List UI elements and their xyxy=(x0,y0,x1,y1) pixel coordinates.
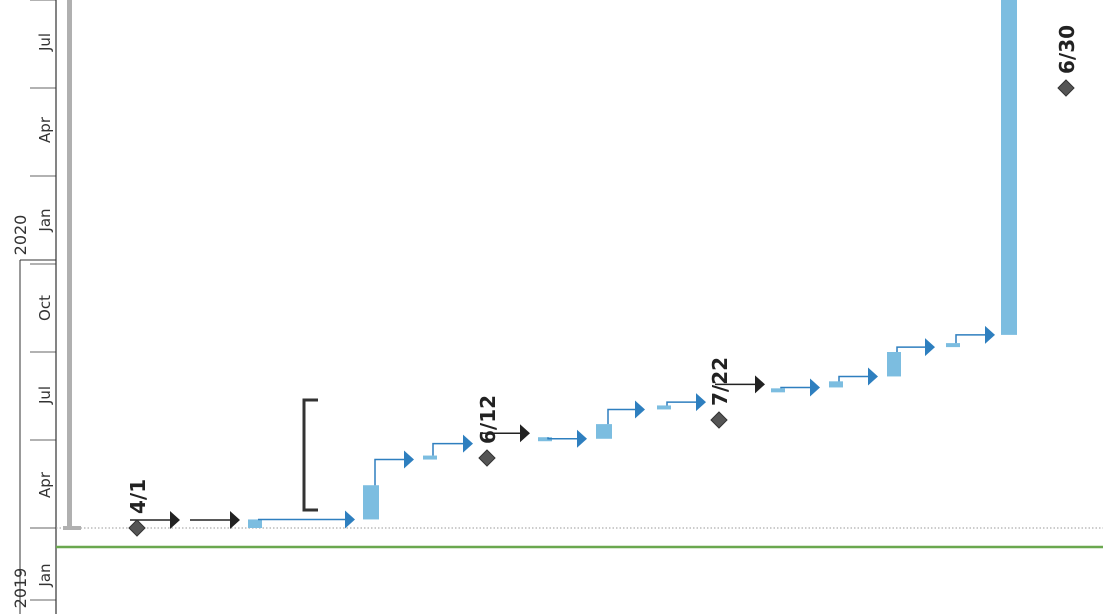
link-arrow-icon xyxy=(868,367,878,386)
milestone-diamond xyxy=(710,411,728,429)
axis-tick-label: Jan xyxy=(36,563,54,587)
axis-tick-label: Apr xyxy=(36,116,54,143)
task-bar xyxy=(1001,0,1017,335)
milestone-date-label: 7/22 xyxy=(708,357,732,406)
milestone-date-label: 4/1 xyxy=(126,479,150,514)
link-arrow-icon xyxy=(755,375,765,394)
dependency-link xyxy=(607,408,637,425)
dependency-link xyxy=(955,334,987,344)
milestone-diamond xyxy=(1057,79,1075,97)
task-bar xyxy=(538,437,552,442)
dependency-link xyxy=(780,386,812,389)
dependency-link xyxy=(896,346,927,352)
link-arrow-icon xyxy=(520,424,530,443)
summary-task-cap xyxy=(63,526,81,530)
milestone-diamond xyxy=(478,449,496,467)
task-bar xyxy=(363,485,379,520)
axis-tick-label: Jul xyxy=(36,33,54,52)
milestone-date-label: 6/12 xyxy=(476,395,500,444)
gridlines xyxy=(56,527,1103,549)
link-arrow-icon xyxy=(404,450,414,469)
dependency-link xyxy=(666,401,698,406)
dependency-link xyxy=(547,437,579,440)
axis-tick-label: Jul xyxy=(36,386,54,405)
milestone-diamond xyxy=(128,519,146,537)
link-arrow-icon xyxy=(577,429,587,448)
milestone-date-label: 6/30 xyxy=(1055,25,1079,74)
summary-task-bar xyxy=(67,0,72,528)
link-arrow-icon xyxy=(635,400,645,419)
link-arrow-icon xyxy=(696,393,706,412)
axis-tick-label: Jan xyxy=(36,208,54,232)
link-arrow-icon xyxy=(170,511,180,529)
tasks xyxy=(63,0,1075,537)
dependency-link xyxy=(432,442,465,456)
link-arrow-icon xyxy=(810,378,820,397)
task-bar xyxy=(596,424,612,439)
group-bracket xyxy=(302,398,318,512)
dependency-link xyxy=(374,458,406,486)
task-bar xyxy=(248,519,262,528)
axis-year-label: 2020 xyxy=(11,215,30,256)
time-axis: Jan Apr Jul Oct Jan Apr Jul 2019 2020 xyxy=(11,0,57,614)
axis-tick-label: Oct xyxy=(36,295,54,321)
task-bar xyxy=(423,455,437,460)
labels: 4/1 6/12 7/22 6/30 xyxy=(126,25,1079,514)
task-bar xyxy=(829,381,843,388)
link-arrow-icon xyxy=(463,434,473,453)
link-arrow-icon xyxy=(925,338,935,357)
task-bar xyxy=(657,405,671,410)
axis-tick-label: Apr xyxy=(36,471,54,498)
link-arrow-icon xyxy=(230,511,240,529)
axis-year-label: 2019 xyxy=(11,568,30,609)
dependency-link xyxy=(838,375,870,382)
task-bar xyxy=(946,343,960,348)
task-bar xyxy=(887,352,901,377)
link-arrow-icon xyxy=(985,325,995,344)
task-bar xyxy=(771,388,785,393)
link-arrow-icon xyxy=(345,510,355,529)
